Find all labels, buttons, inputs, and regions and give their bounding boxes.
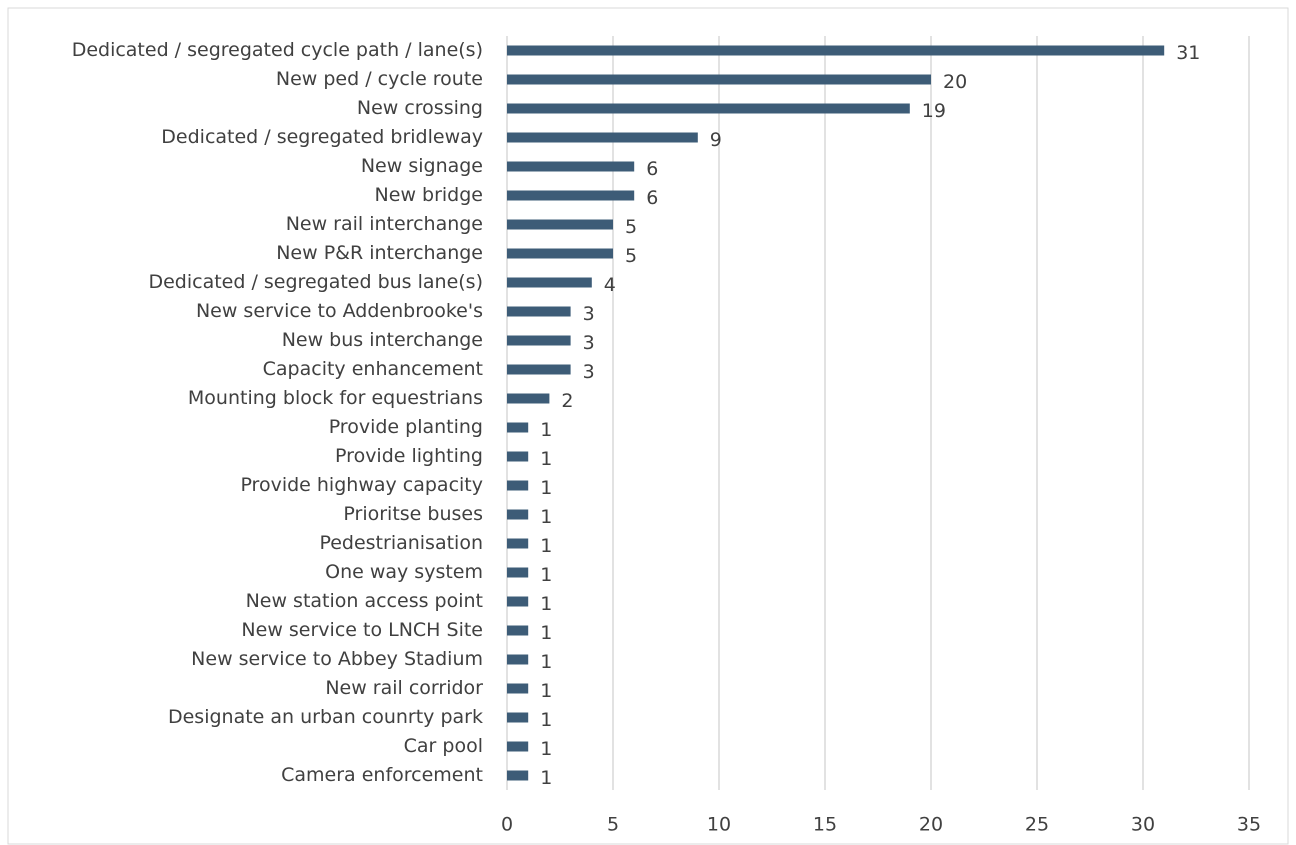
y-tick-label: New bridge bbox=[375, 184, 483, 206]
bar bbox=[507, 161, 635, 172]
bar bbox=[507, 596, 529, 607]
y-tick-label: New service to LNCH Site bbox=[241, 619, 483, 641]
bar bbox=[507, 248, 613, 259]
y-tick-label: Capacity enhancement bbox=[263, 358, 483, 380]
x-tick-label: 5 bbox=[607, 814, 619, 836]
x-tick-label: 30 bbox=[1131, 814, 1155, 836]
data-label: 5 bbox=[625, 216, 637, 238]
bar bbox=[507, 509, 529, 520]
data-label: 19 bbox=[922, 100, 946, 122]
x-tick-label: 15 bbox=[813, 814, 837, 836]
data-label: 1 bbox=[540, 738, 552, 760]
y-tick-label: Provide planting bbox=[329, 416, 483, 438]
y-tick-label: Designate an urban counrty park bbox=[168, 706, 483, 728]
bar bbox=[507, 567, 529, 578]
data-label: 20 bbox=[943, 71, 967, 93]
chart-border bbox=[7, 7, 1289, 845]
data-label: 5 bbox=[625, 245, 637, 267]
bar bbox=[507, 219, 613, 230]
y-tick-label: New P&R interchange bbox=[276, 242, 483, 264]
y-tick-label: Dedicated / segregated cycle path / lane… bbox=[72, 39, 483, 61]
bar bbox=[507, 451, 529, 462]
data-label: 1 bbox=[540, 564, 552, 586]
bar bbox=[507, 393, 550, 404]
y-tick-label: Provide lighting bbox=[335, 445, 483, 467]
bar bbox=[507, 190, 635, 201]
bar bbox=[507, 132, 698, 143]
data-label: 3 bbox=[583, 361, 595, 383]
data-label: 1 bbox=[540, 419, 552, 441]
y-tick-label: New station access point bbox=[246, 590, 483, 612]
data-label: 3 bbox=[583, 332, 595, 354]
data-label: 1 bbox=[540, 767, 552, 789]
x-tick-label: 25 bbox=[1025, 814, 1049, 836]
y-tick-label: Pedestrianisation bbox=[319, 532, 483, 554]
bar bbox=[507, 480, 529, 491]
y-tick-label: New crossing bbox=[357, 97, 483, 119]
bar bbox=[507, 625, 529, 636]
y-tick-label: New bus interchange bbox=[282, 329, 483, 351]
bar bbox=[507, 683, 529, 694]
y-tick-label: Car pool bbox=[404, 735, 483, 757]
data-label: 3 bbox=[583, 303, 595, 325]
data-label: 9 bbox=[710, 129, 722, 151]
data-label: 1 bbox=[540, 477, 552, 499]
data-label: 1 bbox=[540, 622, 552, 644]
x-tick-label: 0 bbox=[501, 814, 513, 836]
y-tick-label: Prioritse buses bbox=[343, 503, 483, 525]
data-label: 1 bbox=[540, 448, 552, 470]
bar bbox=[507, 364, 571, 375]
x-tick-label: 20 bbox=[919, 814, 943, 836]
data-label: 6 bbox=[646, 187, 658, 209]
y-tick-label: New rail corridor bbox=[325, 677, 483, 699]
bar bbox=[507, 45, 1165, 56]
y-tick-label: Provide highway capacity bbox=[240, 474, 483, 496]
y-tick-label: Dedicated / segregated bus lane(s) bbox=[148, 271, 483, 293]
bar bbox=[507, 741, 529, 752]
y-tick-label: New rail interchange bbox=[286, 213, 483, 235]
bar bbox=[507, 277, 592, 288]
data-label: 1 bbox=[540, 651, 552, 673]
y-tick-label: Camera enforcement bbox=[281, 764, 483, 786]
data-label: 6 bbox=[646, 158, 658, 180]
data-label: 1 bbox=[540, 709, 552, 731]
x-tick-label: 10 bbox=[707, 814, 731, 836]
data-label: 1 bbox=[540, 593, 552, 615]
y-tick-label: New service to Addenbrooke's bbox=[196, 300, 483, 322]
bar bbox=[507, 770, 529, 781]
data-label: 31 bbox=[1176, 42, 1200, 64]
bar bbox=[507, 306, 571, 317]
y-tick-label: Dedicated / segregated bridleway bbox=[161, 126, 483, 148]
y-tick-label: Mounting block for equestrians bbox=[188, 387, 483, 409]
bar bbox=[507, 335, 571, 346]
data-label: 2 bbox=[561, 390, 573, 412]
bar bbox=[507, 538, 529, 549]
data-label: 1 bbox=[540, 680, 552, 702]
x-tick-label: 35 bbox=[1237, 814, 1261, 836]
data-label: 1 bbox=[540, 535, 552, 557]
bar bbox=[507, 654, 529, 665]
y-tick-label: One way system bbox=[325, 561, 483, 583]
bar bbox=[507, 103, 910, 114]
data-label: 4 bbox=[604, 274, 616, 296]
data-label: 1 bbox=[540, 506, 552, 528]
y-tick-label: New ped / cycle route bbox=[276, 68, 483, 90]
bar bbox=[507, 74, 931, 85]
bar bbox=[507, 422, 529, 433]
y-tick-label: New service to Abbey Stadium bbox=[191, 648, 483, 670]
y-tick-label: New signage bbox=[361, 155, 483, 177]
bar bbox=[507, 712, 529, 723]
